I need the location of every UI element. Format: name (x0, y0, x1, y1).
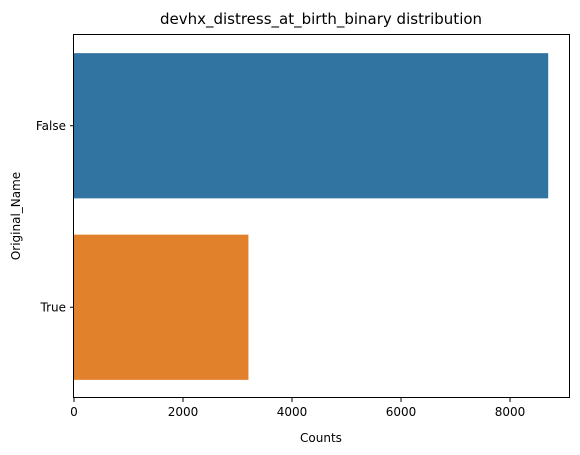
x-tick-label-2000: 2000 (168, 405, 199, 419)
chart-title: devhx_distress_at_birth_binary distribut… (160, 10, 482, 29)
x-axis-ticks: 0 2000 4000 6000 8000 (70, 398, 525, 419)
x-tick-label-8000: 8000 (495, 405, 526, 419)
x-tick-label-6000: 6000 (386, 405, 417, 419)
bar-false (74, 53, 549, 199)
bar-true (74, 234, 249, 380)
x-tick-label-0: 0 (70, 405, 78, 419)
y-tick-label-false: False (36, 119, 66, 133)
bars-layer (74, 53, 549, 380)
x-axis-label: Counts (300, 431, 342, 445)
y-tick-label-true: True (40, 300, 67, 314)
y-axis-label: Original_Name (9, 172, 23, 260)
y-axis-ticks: False True (36, 119, 74, 314)
plot-frame (73, 34, 570, 398)
x-tick-label-4000: 4000 (277, 405, 308, 419)
